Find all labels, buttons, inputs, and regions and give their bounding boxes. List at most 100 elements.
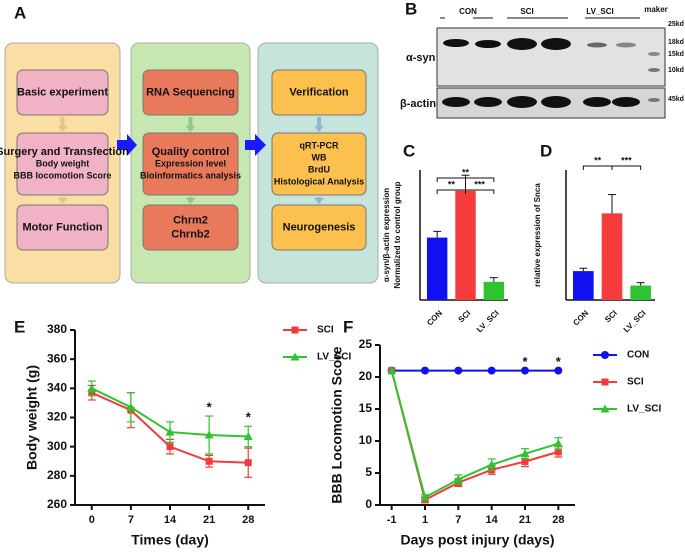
- y-tick-label: 320: [47, 410, 67, 424]
- blot-row: β-actin: [400, 98, 436, 110]
- legend-label: LV_SCI: [317, 352, 351, 363]
- significance: *: [246, 410, 252, 425]
- x-axis-label: Days post injury (days): [400, 532, 554, 548]
- flow-text: Basic experiment: [17, 86, 108, 98]
- point: [126, 402, 136, 411]
- y-tick-label: 280: [47, 468, 67, 482]
- point: [487, 460, 497, 469]
- bar: [573, 271, 594, 300]
- bar: [630, 285, 651, 300]
- point: [453, 474, 463, 483]
- arrow: [245, 134, 266, 156]
- y-axis-label: Normalized to control group: [393, 181, 402, 288]
- flow-text: BrdU: [308, 164, 330, 174]
- bar: [601, 213, 623, 300]
- x-tick-label: 28: [552, 514, 564, 526]
- legend-marker: [290, 352, 300, 361]
- point: [87, 383, 97, 392]
- point: [554, 448, 562, 456]
- y-tick-label: 0: [365, 497, 372, 511]
- blot-group: LV_SCI: [586, 7, 613, 16]
- y-tick-label: 15: [359, 401, 373, 415]
- flow-box: [142, 132, 239, 196]
- significance: ***: [621, 155, 632, 165]
- bar: [483, 281, 505, 300]
- legend-marker: [600, 404, 610, 413]
- x-tick-label: 7: [455, 514, 461, 526]
- point: [521, 457, 529, 465]
- series-line: [390, 370, 559, 502]
- legend-marker: [601, 378, 609, 386]
- blot-bands: [442, 38, 660, 108]
- flow-box: [16, 132, 109, 196]
- point: [204, 430, 214, 439]
- legend-label: LV_SCI: [627, 404, 661, 415]
- flow-text: Verification: [289, 86, 349, 98]
- panel-label: C: [403, 141, 415, 160]
- point: [553, 439, 563, 448]
- panel-label: F: [343, 317, 353, 336]
- flow-box: [16, 69, 109, 116]
- point: [205, 457, 213, 465]
- x-tick-label: 14: [486, 514, 499, 526]
- y-tick-label: 360: [47, 351, 67, 365]
- blot-marker: 18kd: [668, 39, 684, 46]
- point: [521, 366, 529, 375]
- y-tick-label: 260: [47, 497, 67, 511]
- significance: **: [448, 179, 456, 189]
- panel-label: A: [14, 3, 26, 22]
- x-tick-label: 0: [89, 514, 95, 526]
- series-line: [390, 370, 559, 499]
- bracket: [465, 189, 495, 194]
- x-tick-label: SCI: [603, 309, 619, 325]
- bracket: [582, 165, 613, 170]
- flow-text: Chrm2: [173, 214, 208, 226]
- flow-text: Surgery and Transfection: [0, 146, 129, 158]
- x-tick-label: LV_SCI: [622, 309, 648, 335]
- y-axis-label: α-syn/β-actin expression: [382, 188, 391, 282]
- point: [554, 366, 563, 375]
- x-tick-label: 21: [203, 514, 215, 526]
- bracket: [611, 165, 642, 170]
- point: [487, 366, 496, 375]
- blot-panel: [436, 27, 666, 87]
- y-axis-label: relative expression of Snca: [533, 183, 542, 287]
- point: [420, 492, 430, 501]
- flow-box: [16, 204, 109, 251]
- legend-label: SCI: [317, 325, 334, 336]
- flow-text: RNA Sequencing: [146, 86, 235, 98]
- x-tick-label: 14: [164, 514, 177, 526]
- flow-text: WB: [312, 152, 327, 162]
- legend-marker: [601, 351, 609, 359]
- flow-arrow: [185, 117, 196, 132]
- point: [454, 366, 463, 375]
- blot-group: maker: [644, 5, 668, 14]
- legend-label: CON: [627, 350, 649, 361]
- legend-label: SCI: [627, 377, 644, 388]
- flow-text: Quality control: [152, 146, 230, 158]
- blot-row: α-syn: [406, 52, 436, 64]
- blot-marker: 45kd: [668, 96, 684, 103]
- flow-box: [271, 69, 367, 116]
- panel-label: E: [14, 317, 25, 336]
- blot-marker: 10kd: [668, 67, 684, 74]
- blot-marker: 15kd: [668, 51, 684, 58]
- panel-label: D: [540, 141, 552, 160]
- point: [421, 366, 429, 375]
- significance: ***: [474, 179, 485, 189]
- y-axis-label: Body weight (g): [24, 365, 40, 470]
- flow-box: [271, 204, 367, 251]
- x-tick-label: 28: [242, 514, 254, 526]
- y-axis-label: BBB Locomotion Score: [329, 346, 345, 503]
- significance: **: [594, 155, 602, 165]
- flow-arrow: [57, 197, 68, 204]
- flow-text: Chrnb2: [171, 228, 210, 240]
- flow-box: [142, 69, 239, 116]
- flow-text: BBB locomotion Score: [13, 170, 111, 180]
- x-tick-label: CON: [571, 308, 590, 327]
- flow-text: Histological Analysis: [274, 176, 364, 186]
- y-tick-label: 25: [359, 337, 373, 351]
- point: [244, 459, 252, 467]
- point: [520, 449, 530, 458]
- flow-arrow: [314, 197, 324, 204]
